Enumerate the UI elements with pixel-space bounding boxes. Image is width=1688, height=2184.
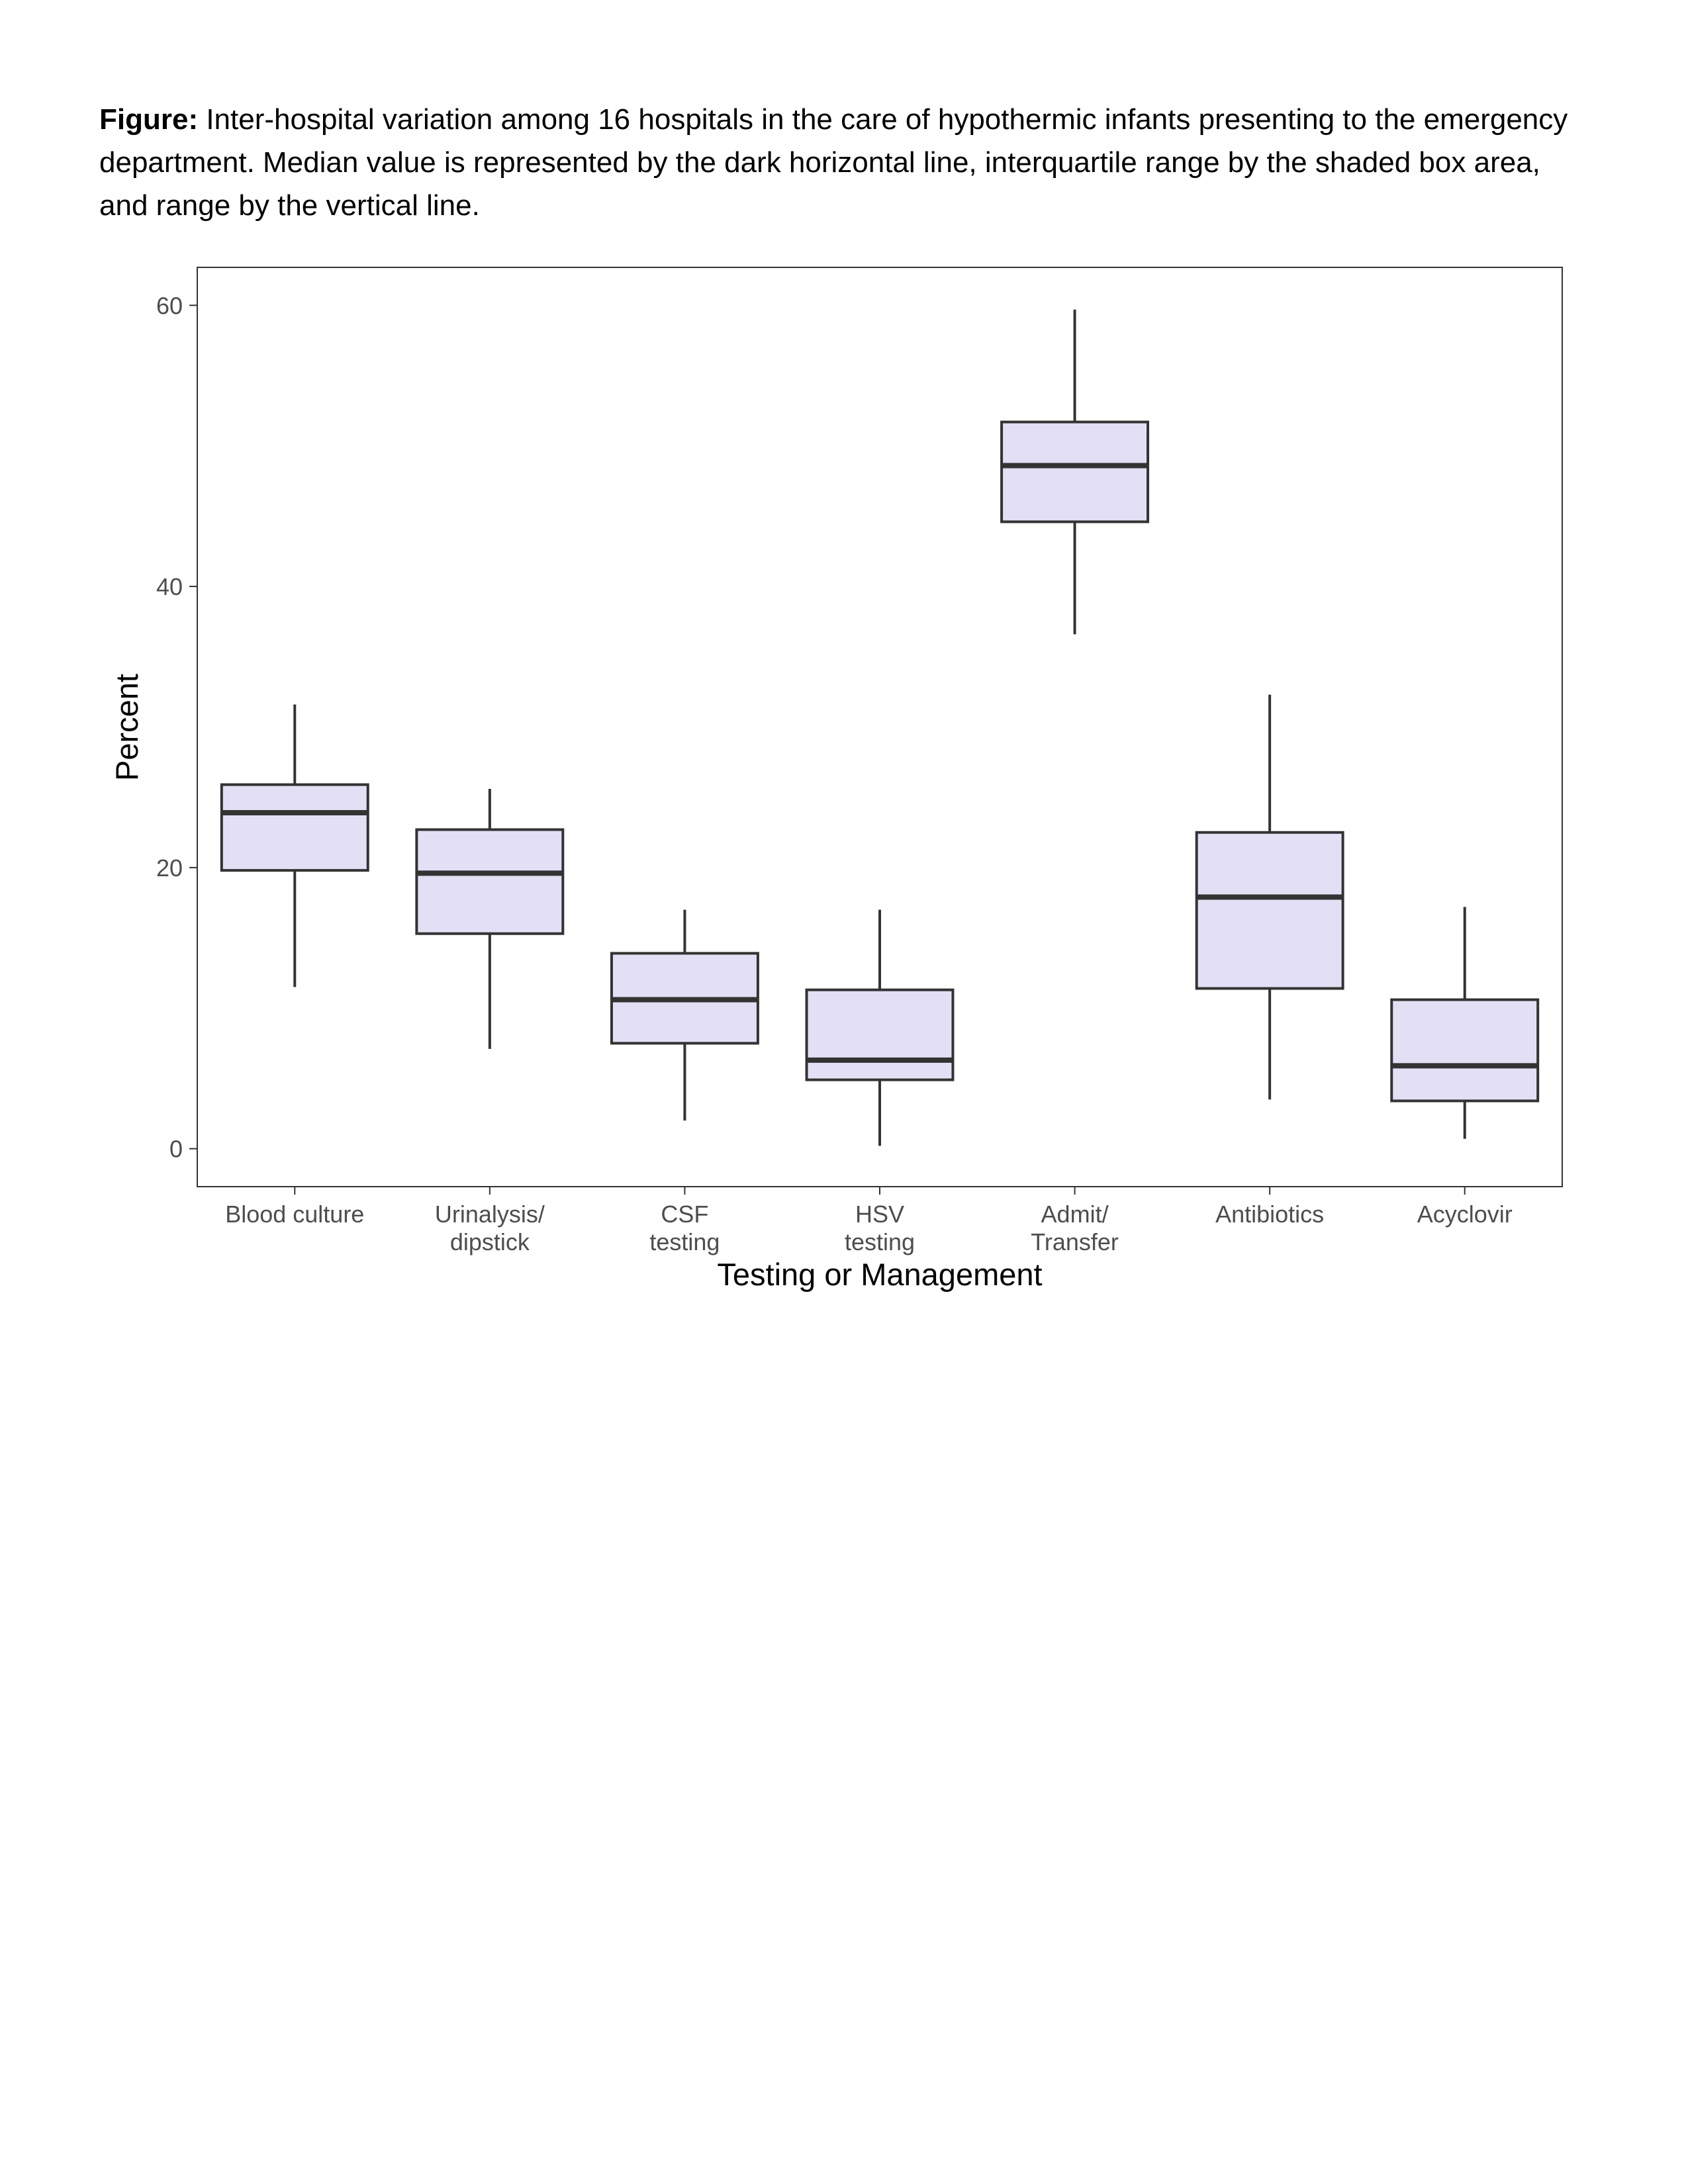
x-tick-label: Urinalysis/dipstick xyxy=(435,1201,545,1255)
x-tick-label-line: testing xyxy=(649,1228,720,1255)
iqr-box xyxy=(1195,831,1344,990)
y-tick-label: 20 xyxy=(156,854,183,882)
box-group xyxy=(220,704,369,987)
x-tick-label-line: Antibiotics xyxy=(1215,1201,1324,1228)
x-tick-label: CSF testing xyxy=(649,1201,720,1255)
box-group xyxy=(1195,694,1344,1100)
y-tick-label: 0 xyxy=(169,1136,183,1163)
box-group xyxy=(415,788,565,1049)
caption-text: Inter-hospital variation among 16 hospit… xyxy=(99,103,1568,222)
x-tick-label: HSV testing xyxy=(845,1201,915,1255)
y-tick-label: 40 xyxy=(156,573,183,600)
y-axis: 0 20 40 60 xyxy=(156,292,197,1163)
x-tick-label-line: testing xyxy=(845,1228,915,1255)
x-tick-label-line: CSF xyxy=(661,1201,708,1228)
x-tick-label-line: Blood culture xyxy=(225,1201,364,1228)
y-tick-label: 60 xyxy=(156,292,183,319)
x-tick-label-line: HSV xyxy=(855,1201,904,1228)
x-tick-label: Antibiotics xyxy=(1215,1201,1324,1228)
x-axis-title: Testing or Management xyxy=(717,1257,1042,1292)
figure-caption: Figure: Inter-hospital variation among 1… xyxy=(99,98,1589,227)
iqr-box xyxy=(1390,998,1540,1103)
box-group xyxy=(1000,309,1150,635)
x-tick-label-line: Urinalysis/ xyxy=(435,1201,545,1228)
boxplot-chart: 0 20 40 60 Blood culture Urinalysis/dipstick… xyxy=(109,267,1563,1292)
box-group xyxy=(610,909,759,1121)
x-tick-label-line: dipstick xyxy=(450,1228,530,1255)
iqr-box xyxy=(805,988,955,1081)
iqr-box xyxy=(1000,420,1150,523)
x-tick-label-line: Transfer xyxy=(1031,1228,1119,1255)
x-tick-label: Acyclovir xyxy=(1417,1201,1513,1228)
iqr-box xyxy=(415,828,565,935)
x-tick-label-line: Admit/ xyxy=(1041,1201,1109,1228)
box-group xyxy=(805,909,955,1146)
x-tick-label-line: Acyclovir xyxy=(1417,1201,1513,1228)
box-group xyxy=(1390,907,1540,1139)
x-tick-label: Blood culture xyxy=(225,1201,364,1228)
boxes-layer xyxy=(220,309,1540,1146)
x-tick-label: Admit/Transfer xyxy=(1031,1201,1119,1255)
iqr-box xyxy=(220,783,369,872)
caption-label: Figure: xyxy=(99,103,199,136)
y-axis-title: Percent xyxy=(109,674,144,781)
